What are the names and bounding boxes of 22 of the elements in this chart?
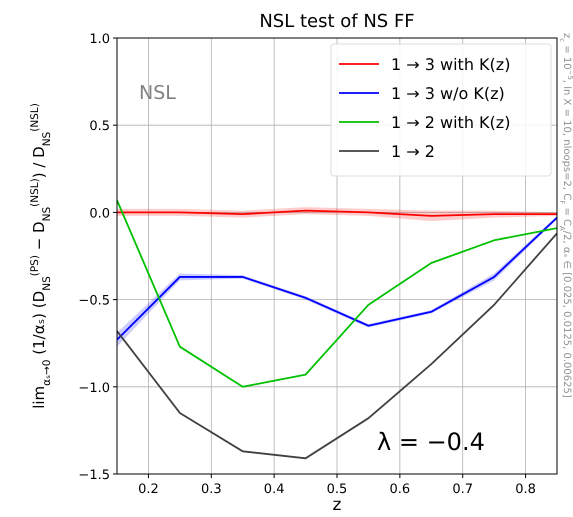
x-tick-label: 0.5 <box>326 482 348 497</box>
legend-label: 1 → 2 with K(z) <box>391 113 510 132</box>
y-tick-label: 0.0 <box>89 206 110 222</box>
y-tick-label: 1.0 <box>89 32 110 47</box>
line-series <box>117 232 557 460</box>
x-tick-label: 0.8 <box>515 482 536 497</box>
legend-label: 1 → 2 <box>391 142 435 161</box>
y-tick-label: −1.5 <box>78 468 110 483</box>
line-series <box>117 199 557 388</box>
x-tick-label: 0.7 <box>452 482 474 497</box>
x-axis-title: z <box>332 495 342 515</box>
x-tick-label: 0.2 <box>138 482 159 497</box>
annotation: λ = −0.4 <box>377 428 485 456</box>
y-tick-label: −1.0 <box>78 380 110 396</box>
y-tick-label: 0.5 <box>89 119 110 134</box>
legend-label: 1 → 3 with K(z) <box>391 55 510 74</box>
x-tick-label: 0.4 <box>264 482 284 497</box>
x-tick-label: 0.3 <box>200 482 222 497</box>
y-tick-label: −0.5 <box>78 294 110 309</box>
x-tick-label: 0.6 <box>390 482 410 497</box>
chart-title: NSL test of NS FF <box>259 11 415 32</box>
legend-label: 1 → 3 w/o K(z) <box>391 84 505 103</box>
